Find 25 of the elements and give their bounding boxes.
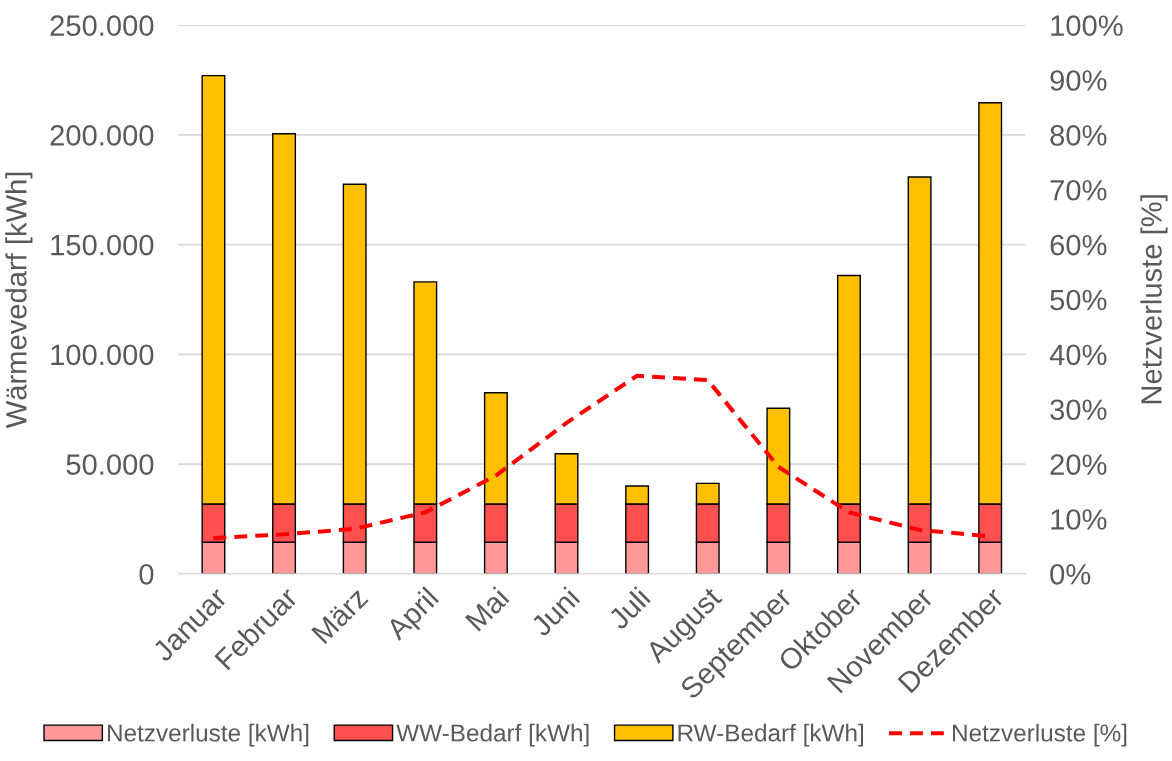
legend-label: Netzverluste [kWh] [107,723,309,747]
y-tick-label: 250.000 [50,15,154,36]
y2-tick-label: 0% [1050,564,1091,585]
y2-tick-label: 60% [1050,234,1107,256]
y2-tick-label: 80% [1050,125,1107,146]
y2-tick-label: 50% [1050,289,1107,311]
y2-axis-title: Netzverluste [%] [1140,195,1168,404]
y2-tick-label: 70% [1050,179,1107,201]
y-tick-label: 100.000 [51,344,154,366]
legend-label: WW-Bedarf [kWh] [396,723,589,747]
y-tick-label: 150.000 [51,234,154,256]
y-tick-label: 50.000 [66,454,154,475]
y2-tick-label: 10% [1051,509,1107,530]
y2-tick-label: 100% [1051,15,1123,36]
y2-tick-label: 90% [1050,70,1107,91]
y2-tick-label: 20% [1050,454,1107,475]
y-tick-label: 200.000 [50,125,154,146]
x-tick-label: Juli [606,586,651,631]
y-tick-label: 0 [139,564,154,585]
y2-tick-label: 30% [1050,399,1107,421]
legend-label: RW-Bedarf [kWh] [678,723,864,747]
y2-tick-label: 40% [1049,344,1107,366]
y-axis-title: Wärmevedarf [kWh] [5,172,33,429]
legend-label: Netzverluste [%] [953,723,1127,747]
x-tick-label: Mai [464,586,510,632]
